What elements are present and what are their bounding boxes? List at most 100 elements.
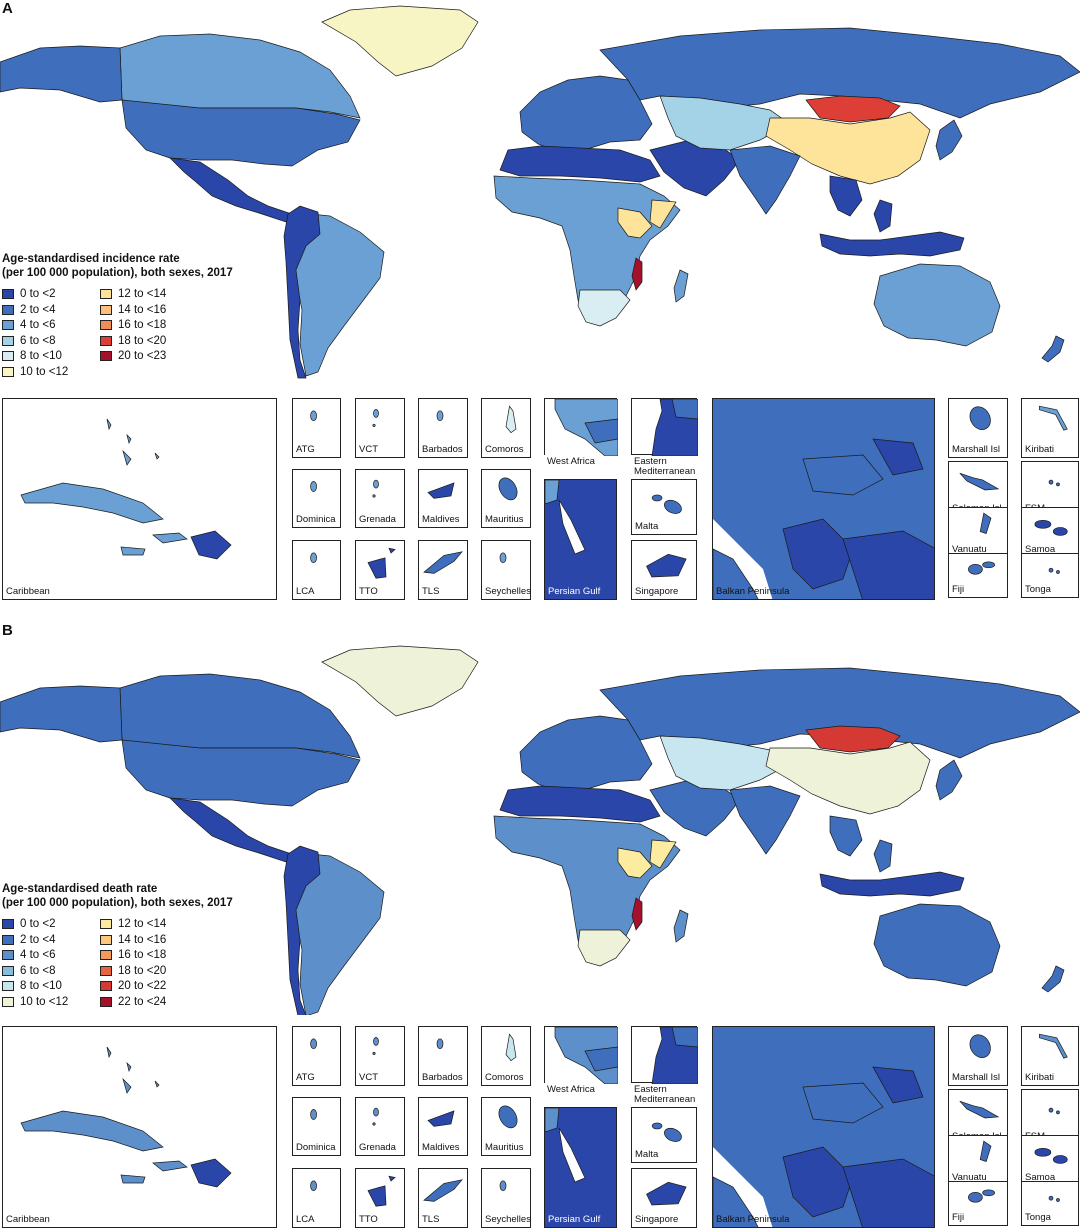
inset-map [436,410,444,422]
inset-singapore: Singapore [631,1168,697,1228]
region-greenland [321,645,479,717]
inset-label: Marshall Isl [952,1072,1001,1083]
region-malawi [631,897,643,931]
inset-vct: VCT [355,398,405,458]
inset-label: Singapore [635,1214,679,1225]
inset-map [498,1105,518,1129]
world-map [0,645,1080,1015]
inset-map [1048,479,1060,487]
inset-label: Maldives [422,1142,460,1153]
inset-map [498,477,518,501]
inset-label: Eastern Mediterranean [634,1084,696,1105]
inset-singapore: Singapore [631,540,697,600]
inset-tto: TTO [355,540,405,600]
legend-item: 2 to <4 [2,302,56,318]
inset-map [651,399,698,456]
inset-map [427,1110,455,1127]
legend-item: 2 to <4 [2,932,56,948]
inset-map [713,399,934,599]
legend-swatch [2,320,14,331]
inset-label: VCT [359,1072,378,1083]
legend-swatch [2,351,14,362]
inset-atg: ATG [292,398,341,458]
inset-seychelles: Seychelles [481,540,531,600]
inset-label: Eastern Mediterranean [634,456,696,477]
inset-label: Marshall Isl [952,444,1001,455]
legend-item: 6 to <8 [2,963,56,979]
inset-map [310,1038,317,1050]
legend-item: 10 to <12 [2,994,68,1010]
region-southern-africa [577,929,631,967]
inset-map [310,1109,317,1120]
inset-label: VCT [359,444,378,455]
inset-map [20,1046,232,1188]
legend-swatch [2,367,14,377]
region-china [765,741,931,815]
inset-persian-gulf: Persian Gulf [544,479,617,600]
panel-letter: A [2,0,13,17]
inset-label: Fiji [952,1212,965,1223]
inset-barbados: Barbados [418,1026,468,1086]
inset-map [310,481,317,492]
inset-fiji: Fiji [948,553,1008,598]
panel-incidence: A Age-standardised incidence rate (per 1… [0,0,1080,610]
inset-map [1034,1147,1068,1164]
legend-swatch [2,304,14,315]
inset-label: Grenada [359,514,396,525]
region-europe [519,75,653,153]
inset-map [505,1033,517,1062]
legend-subtitle: (per 100 000 population), both sexes, 20… [2,897,233,909]
inset-mauritius: Mauritius [481,1097,531,1156]
region-mongolia [805,95,901,123]
region-indonesia [819,871,965,897]
inset-map [969,406,991,430]
legend-swatch [2,335,14,346]
world-map [0,5,1080,379]
legend-label: 16 to <18 [118,949,167,962]
inset-fiji: Fiji [948,1181,1008,1226]
inset-label: Singapore [635,586,679,597]
inset-tonga: Tonga [1021,1181,1079,1226]
inset-map [367,1175,396,1207]
legend-swatch [2,950,14,961]
inset-map [1048,567,1060,574]
legend-item: 6 to <8 [2,333,56,349]
legend-label: 18 to <20 [118,964,167,977]
inset-lca: LCA [292,540,341,600]
inset-vanuatu: Vanuatu [948,1135,1008,1186]
inset-label: Seychelles [485,586,531,597]
inset-label: LCA [296,1214,315,1225]
legend-swatch [100,981,112,992]
inset-comoros: Comoros [481,1026,531,1086]
inset-seychelles: Seychelles [481,1168,531,1228]
inset-grenada: Grenada [355,1097,405,1156]
inset-label: Kiribati [1025,444,1055,455]
inset-label: Mauritius [485,514,524,525]
inset-dominica: Dominica [292,469,341,528]
inset-map [646,1181,687,1206]
legend-swatch [2,965,14,976]
legend-title: Age-standardised incidence rate [2,253,180,265]
legend-swatch [2,997,14,1007]
legend-label: 4 to <6 [20,949,56,962]
inset-label: TTO [359,1214,378,1225]
legend-item: 18 to <20 [100,963,166,979]
inset-map [968,561,995,575]
legend-item: 4 to <6 [2,947,56,963]
inset-label: Maldives [422,514,460,525]
region-andes [283,845,321,1015]
region-north-africa [499,145,661,183]
legend-label: 16 to <18 [118,319,167,332]
region-australia [873,903,1001,987]
inset-balkan-peninsula: Balkan Peninsula [712,398,935,600]
legend-label: 8 to <10 [20,980,62,993]
inset-map [979,1140,992,1162]
legend-swatch [100,934,112,945]
inset-label: Malta [635,1149,659,1160]
inset-label: Dominica [296,514,336,525]
region-greenland [321,5,479,77]
region-central-america [169,797,293,863]
region-southeast-asia [829,175,893,233]
inset-map [1048,1195,1060,1202]
inset-label: Vanuatu [952,544,987,555]
